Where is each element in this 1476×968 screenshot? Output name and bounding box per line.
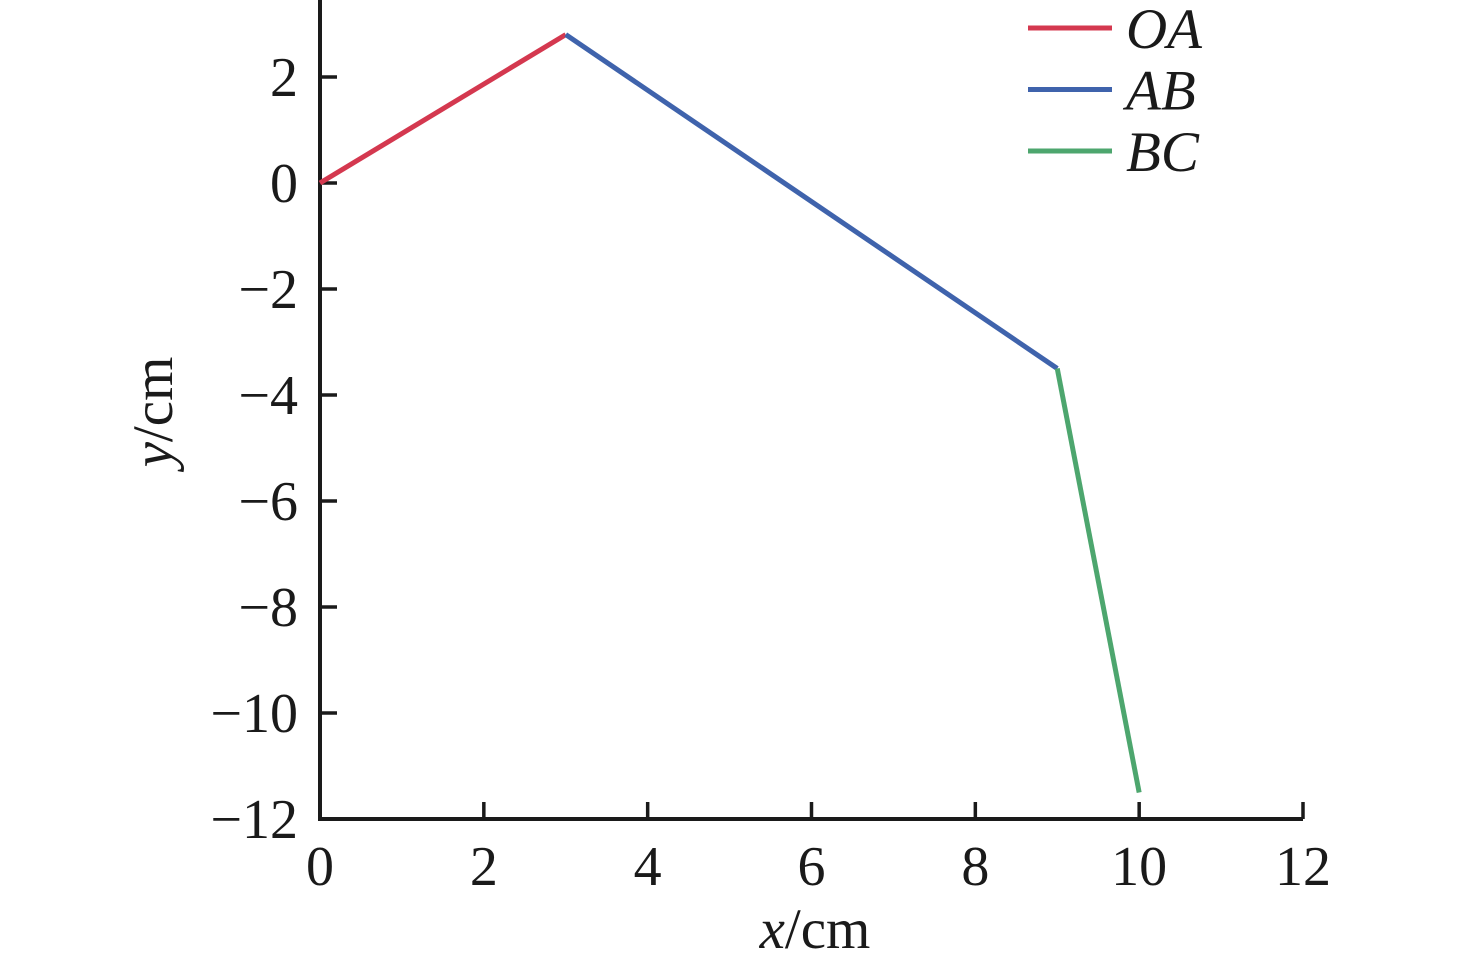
y-axis-label: y/cm — [122, 357, 185, 473]
y-tick-label: −2 — [238, 259, 298, 321]
x-tick-label: 2 — [470, 836, 498, 898]
x-tick-label: 8 — [961, 836, 989, 898]
tick-labels: 0 2 4 6 8 10 12 2 0 −2 −4 −6 −8 −10 −12 — [210, 47, 1331, 898]
y-tick-label: 2 — [270, 47, 298, 109]
x-tick-label: 0 — [306, 836, 334, 898]
x-tick-label: 6 — [798, 836, 826, 898]
legend-label-oa: OA — [1126, 0, 1203, 61]
y-tick-label: −4 — [238, 365, 298, 427]
y-tick-label: 0 — [270, 153, 298, 215]
x-axis-label: x/cm — [759, 898, 871, 961]
series-line-oa — [318, 32, 568, 186]
y-tick-label: −8 — [238, 577, 298, 639]
x-tick-label: 12 — [1275, 836, 1331, 898]
y-tick-label: −10 — [210, 683, 298, 745]
ticks — [318, 75, 1305, 821]
x-tick-label: 4 — [634, 836, 662, 898]
legend-label-ab: AB — [1122, 60, 1196, 123]
y-tick-label: −12 — [210, 789, 298, 851]
x-tick-label: 10 — [1111, 836, 1167, 898]
legend-label-bc: BC — [1126, 121, 1200, 184]
series-line-ab — [564, 32, 1059, 371]
series-line-bc — [1054, 368, 1142, 793]
series-lines — [318, 32, 1142, 793]
y-tick-label: −6 — [238, 471, 298, 533]
